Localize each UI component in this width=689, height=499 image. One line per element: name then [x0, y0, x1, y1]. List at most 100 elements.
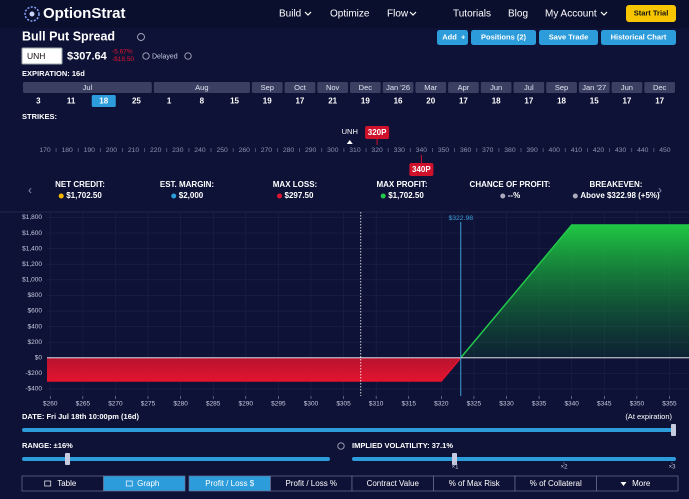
day-label[interactable]: 15 [230, 97, 239, 106]
month-label[interactable]: Aug [195, 83, 208, 92]
month-header[interactable] [513, 82, 545, 93]
strike-label[interactable]: 330 [394, 147, 406, 154]
refresh-icon[interactable] [184, 52, 192, 60]
view-tab-label[interactable]: Table [57, 479, 77, 488]
month-label[interactable]: Apr [458, 83, 470, 92]
prev-arrow[interactable]: ‹ [28, 183, 32, 197]
metric-tab-label[interactable]: Profit / Loss $ [205, 479, 254, 488]
nav-item[interactable]: Tutorials [453, 9, 491, 20]
leg-label[interactable]: 340P [412, 165, 431, 174]
strike-label[interactable]: 440 [637, 147, 649, 154]
strike-label[interactable]: 320 [371, 147, 383, 154]
iv-track[interactable] [352, 457, 676, 461]
month-label[interactable]: Jan '27 [582, 83, 606, 92]
month-header[interactable] [153, 82, 250, 93]
leg-label[interactable]: 320P [368, 128, 387, 137]
strike-label[interactable]: 430 [615, 147, 627, 154]
nav-item[interactable]: Build [279, 9, 301, 20]
month-label[interactable]: Mar [424, 83, 437, 92]
month-header[interactable] [448, 82, 479, 93]
day-label[interactable]: 17 [459, 97, 468, 106]
action-button[interactable] [601, 30, 676, 45]
day-label[interactable]: 20 [426, 97, 435, 106]
action-label[interactable]: Historical Chart [611, 32, 667, 41]
day-label[interactable]: 15 [590, 97, 599, 106]
leg-tag[interactable] [365, 126, 390, 139]
month-header[interactable] [23, 82, 152, 93]
strike-label[interactable]: 190 [84, 147, 96, 154]
month-label[interactable]: Nov [326, 83, 340, 92]
month-label[interactable]: Sep [555, 83, 568, 92]
date-track[interactable] [22, 428, 676, 432]
month-label[interactable]: Dec [653, 83, 667, 92]
action-label[interactable]: Add [442, 32, 457, 41]
strike-label[interactable]: 350 [438, 147, 450, 154]
metric-tab[interactable] [596, 475, 679, 492]
strike-label[interactable]: 380 [504, 147, 516, 154]
month-header[interactable] [578, 82, 610, 93]
range-track[interactable] [22, 457, 330, 461]
metric-tab-label[interactable]: More [632, 479, 651, 488]
strike-label[interactable]: 270 [261, 147, 273, 154]
month-header[interactable] [415, 82, 447, 93]
action-label[interactable]: Save Trade [549, 32, 589, 41]
month-label[interactable]: Oct [294, 83, 307, 92]
strike-label[interactable]: 170 [39, 147, 51, 154]
symbol-input[interactable] [21, 47, 63, 65]
day-label[interactable]: 25 [132, 97, 141, 106]
symbol[interactable]: UNH [27, 51, 45, 61]
next-arrow[interactable]: › [658, 183, 662, 197]
month-label[interactable]: Jul [83, 83, 93, 92]
month-header[interactable] [317, 82, 348, 93]
day-label[interactable]: 8 [200, 97, 205, 106]
strike-label[interactable]: 220 [150, 147, 162, 154]
day-label[interactable]: 1 [167, 97, 172, 106]
metric-tab-label[interactable]: Profit / Loss % [285, 479, 337, 488]
day-label[interactable]: 16 [394, 97, 403, 106]
day-label[interactable]: 18 [492, 97, 501, 106]
strike-label[interactable]: 250 [216, 147, 228, 154]
strike-label[interactable]: 390 [526, 147, 538, 154]
action-label[interactable]: Positions (2) [481, 32, 527, 41]
month-header[interactable] [284, 82, 316, 93]
iv-knob[interactable] [452, 453, 457, 465]
action-button[interactable] [539, 30, 598, 45]
month-label[interactable]: Sep [261, 83, 274, 92]
nav-item[interactable]: Blog [508, 9, 528, 20]
metric-tab-label[interactable]: % of Max Risk [449, 479, 501, 488]
day-label[interactable]: 21 [328, 97, 337, 106]
strike-label[interactable]: 310 [349, 147, 361, 154]
strike-label[interactable]: 340 [416, 147, 428, 154]
month-label[interactable]: Jun [621, 83, 633, 92]
day-label[interactable]: 17 [295, 97, 304, 106]
nav-item[interactable]: My Account [545, 9, 597, 20]
strike-label[interactable]: 410 [571, 147, 583, 154]
nav-item[interactable]: Optimize [330, 9, 370, 20]
day-label[interactable]: 17 [524, 97, 533, 106]
strike-label[interactable]: 230 [172, 147, 184, 154]
day-label[interactable]: 19 [361, 97, 370, 106]
day-label[interactable]: 18 [99, 97, 108, 106]
strike-label[interactable]: 200 [106, 147, 118, 154]
strike-label[interactable]: 280 [283, 147, 295, 154]
strike-label[interactable]: 260 [239, 147, 251, 154]
day-label[interactable]: 17 [655, 97, 664, 106]
month-header[interactable] [546, 82, 577, 93]
metric-tab-label[interactable]: % of Collateral [530, 479, 582, 488]
month-header[interactable] [611, 82, 643, 93]
strike-label[interactable]: 420 [593, 147, 605, 154]
selected-day[interactable] [91, 95, 116, 107]
month-header[interactable] [382, 82, 414, 93]
month-label[interactable]: Jul [524, 83, 534, 92]
date-knob[interactable] [671, 424, 676, 436]
month-label[interactable]: Dec [359, 83, 373, 92]
strike-label[interactable]: 370 [482, 147, 494, 154]
month-header[interactable] [644, 82, 675, 93]
month-header[interactable] [251, 82, 283, 93]
strike-label[interactable]: 180 [61, 147, 73, 154]
day-label[interactable]: 11 [67, 97, 76, 106]
strike-label[interactable]: 290 [305, 147, 317, 154]
iv-icon[interactable] [337, 442, 345, 450]
strike-label[interactable]: 300 [327, 147, 339, 154]
month-label[interactable]: Jun [490, 83, 502, 92]
